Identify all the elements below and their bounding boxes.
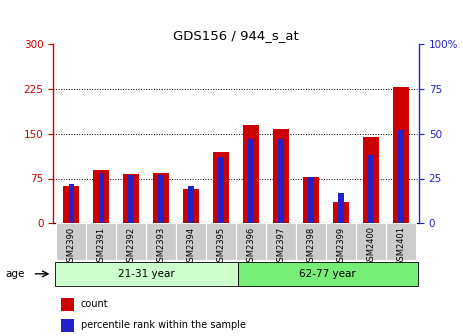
- Bar: [99, 173, 104, 223]
- Bar: [86, 223, 116, 260]
- Bar: [266, 223, 296, 260]
- Bar: [249, 139, 254, 223]
- Bar: [386, 223, 416, 260]
- Bar: [213, 152, 229, 223]
- Text: 62-77 year: 62-77 year: [299, 269, 356, 279]
- Bar: [338, 193, 344, 223]
- Text: 21-31 year: 21-31 year: [118, 269, 175, 279]
- Title: GDS156 / 944_s_at: GDS156 / 944_s_at: [173, 30, 299, 43]
- Text: GSM2399: GSM2399: [337, 226, 345, 266]
- Bar: [308, 177, 314, 223]
- Bar: [273, 129, 289, 223]
- Bar: [93, 169, 109, 223]
- Text: GSM2401: GSM2401: [396, 226, 406, 266]
- Text: GSM2392: GSM2392: [127, 226, 136, 266]
- Bar: [393, 87, 409, 223]
- Text: age: age: [6, 269, 25, 279]
- Text: count: count: [81, 299, 108, 309]
- Bar: [129, 175, 134, 223]
- Bar: [188, 186, 194, 223]
- Bar: [326, 223, 356, 260]
- Bar: [63, 186, 80, 223]
- Bar: [153, 172, 169, 223]
- Bar: [363, 136, 379, 223]
- Bar: [56, 223, 86, 260]
- Bar: [243, 125, 259, 223]
- Bar: [116, 223, 146, 260]
- Bar: [369, 155, 374, 223]
- Bar: [158, 175, 164, 223]
- Bar: [69, 184, 74, 223]
- Bar: [61, 319, 75, 332]
- Bar: [176, 223, 206, 260]
- Text: GSM2400: GSM2400: [367, 226, 375, 266]
- Bar: [123, 174, 139, 223]
- Text: GSM2395: GSM2395: [217, 226, 225, 266]
- Bar: [238, 262, 418, 286]
- Text: GSM2396: GSM2396: [247, 226, 256, 267]
- Text: GSM2394: GSM2394: [187, 226, 196, 266]
- Text: GSM2393: GSM2393: [156, 226, 166, 267]
- Text: GSM2397: GSM2397: [276, 226, 286, 267]
- Bar: [146, 223, 176, 260]
- Bar: [296, 223, 326, 260]
- Bar: [206, 223, 236, 260]
- Bar: [356, 223, 386, 260]
- Bar: [55, 262, 238, 286]
- Bar: [303, 177, 319, 223]
- Bar: [398, 130, 404, 223]
- Bar: [183, 189, 200, 223]
- Text: percentile rank within the sample: percentile rank within the sample: [81, 320, 246, 330]
- Bar: [61, 298, 75, 311]
- Bar: [236, 223, 266, 260]
- Bar: [219, 157, 224, 223]
- Text: GSM2398: GSM2398: [307, 226, 316, 267]
- Bar: [278, 139, 284, 223]
- Bar: [333, 203, 349, 223]
- Text: GSM2390: GSM2390: [67, 226, 76, 266]
- Text: GSM2391: GSM2391: [97, 226, 106, 266]
